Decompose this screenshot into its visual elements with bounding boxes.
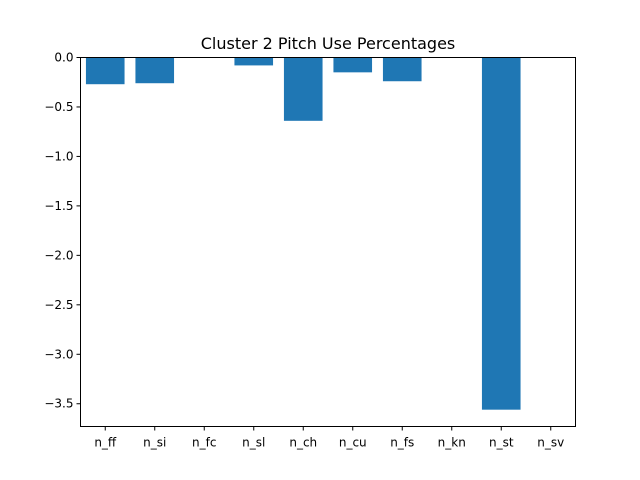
x-tick-label: n_fs (390, 436, 414, 450)
bar-n-ff (85, 57, 125, 85)
y-tick-label: −1.5 (44, 199, 73, 213)
x-tick-label: n_st (489, 436, 514, 450)
x-tick-label: n_cu (339, 436, 367, 450)
x-tick-label: n_sl (242, 436, 265, 450)
bar-n-ch (283, 57, 323, 121)
x-tick-label: n_fc (192, 436, 216, 450)
chart-title: Cluster 2 Pitch Use Percentages (201, 34, 456, 53)
bar-n-si (135, 57, 175, 84)
y-tick-label: −2.0 (44, 248, 73, 262)
x-axis-ticks: n_ff n_si n_fc n_sl n_ch n_cu n_fs n_kn n_st n_sv (94, 426, 564, 450)
x-tick-label: n_si (143, 436, 166, 450)
y-tick-label: −3.0 (44, 347, 73, 361)
x-tick-label: n_sv (537, 436, 564, 450)
x-tick-label: n_kn (438, 436, 466, 450)
bar-n-sl (234, 57, 274, 66)
x-tick-label: n_ff (94, 436, 117, 450)
bar-n-cu (333, 57, 373, 73)
y-tick-label: −3.5 (44, 397, 73, 411)
plot-frame (80, 57, 576, 427)
y-tick-label: −1.0 (44, 149, 73, 163)
y-axis-ticks: 0.0 −0.5 −1.0 −1.5 −2.0 −2.5 −3.0 −3.5 (44, 51, 81, 411)
bar-n-st (481, 57, 521, 410)
y-tick-label: 0.0 (54, 51, 73, 65)
bar-n-fs (382, 57, 422, 82)
bars-group (85, 57, 521, 410)
y-tick-label: −2.5 (44, 298, 73, 312)
y-tick-label: −0.5 (44, 100, 73, 114)
x-tick-label: n_ch (289, 436, 317, 450)
